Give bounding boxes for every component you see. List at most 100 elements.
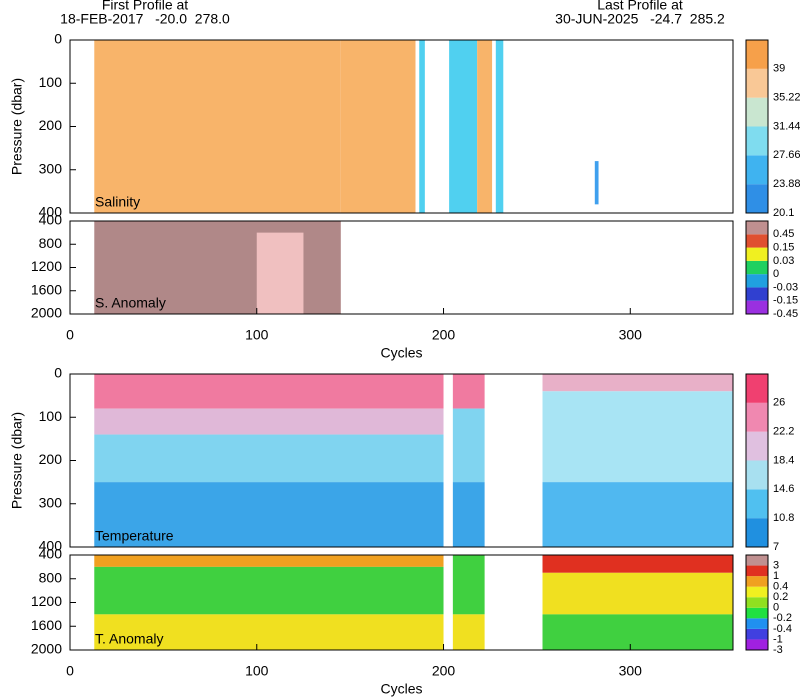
colorbar-segment xyxy=(746,126,768,156)
colorbar-label: -0.2 xyxy=(773,612,792,624)
panel-label: T. Anomaly xyxy=(95,631,163,647)
data-field xyxy=(542,555,733,573)
y-axis-label: Pressure (dbar) xyxy=(9,412,25,509)
x-tick-label: 0 xyxy=(66,663,74,679)
colorbar-label: 31.44 xyxy=(773,120,800,132)
data-field xyxy=(452,614,485,650)
colorbar-segment xyxy=(746,274,768,288)
data-field xyxy=(449,40,478,213)
colorbar-segment xyxy=(746,518,768,547)
colorbar-label: 39 xyxy=(773,63,785,75)
colorbar-label: 35.22 xyxy=(773,92,800,104)
first-label: First Profile at xyxy=(102,0,188,13)
data-field xyxy=(94,555,444,567)
colorbar-segment xyxy=(746,555,768,566)
y-tick-label: 400 xyxy=(39,204,63,220)
colorbar-segment xyxy=(746,431,768,461)
y-tick-label: 800 xyxy=(39,235,63,251)
colorbar-label: 1 xyxy=(773,570,779,582)
y-tick-label: 400 xyxy=(39,212,63,228)
y-tick-label: 300 xyxy=(39,160,63,176)
first-info: 18-FEB-2017 -20.0 278.0 xyxy=(60,11,230,27)
last-label: Last Profile at xyxy=(597,0,683,13)
x-tick-label: 100 xyxy=(245,663,269,679)
colorbar-segment xyxy=(746,607,768,619)
colorbar-segment xyxy=(746,155,768,185)
data-field xyxy=(256,232,304,314)
colorbar-frame xyxy=(745,220,769,315)
y-tick-label: 400 xyxy=(39,546,63,562)
colorbar-segment xyxy=(746,565,768,577)
colorbar-label: -0.45 xyxy=(773,308,798,320)
colorbar-segment xyxy=(746,97,768,127)
y-tick-label: 1600 xyxy=(31,617,62,633)
colorbar-segment xyxy=(746,576,768,587)
y-tick-label: 0 xyxy=(54,31,62,47)
colorbar-segment xyxy=(746,247,768,261)
colorbar-label: 22.2 xyxy=(773,426,794,438)
colorbar-label: -1 xyxy=(773,633,783,645)
colorbar-segment xyxy=(746,234,768,248)
data-field xyxy=(94,566,444,615)
colorbar-label: 0 xyxy=(773,268,779,280)
colorbar-segment xyxy=(746,68,768,98)
colorbar-label: 18.4 xyxy=(773,454,794,466)
x-tick-label: 300 xyxy=(619,663,643,679)
data-field xyxy=(94,40,341,213)
y-tick-label: 800 xyxy=(39,569,63,585)
colorbar-segment xyxy=(746,260,768,275)
x-tick-label: 100 xyxy=(245,327,269,343)
y-tick-label: 200 xyxy=(39,117,63,133)
colorbar-segment xyxy=(746,618,768,629)
colorbar-label: 14.6 xyxy=(773,483,794,495)
data-field xyxy=(542,374,733,392)
colorbar-segment xyxy=(746,597,768,608)
y-tick-label: 2000 xyxy=(31,305,62,321)
colorbar-label: -0.15 xyxy=(773,295,798,307)
data-field xyxy=(94,408,444,435)
data-field xyxy=(94,434,444,483)
colorbar-label: 0.45 xyxy=(773,228,794,240)
panel-label: Salinity xyxy=(95,194,140,210)
y-tick-label: 0 xyxy=(54,365,62,381)
y-tick-label: 100 xyxy=(39,74,63,90)
data-field xyxy=(452,482,485,547)
data-field xyxy=(94,374,444,409)
data-field xyxy=(542,572,733,615)
colorbar-label: 27.66 xyxy=(773,149,800,161)
data-field xyxy=(94,614,444,650)
data-field xyxy=(419,40,425,213)
panel-label: Temperature xyxy=(95,528,174,544)
colorbar-label: -3 xyxy=(773,644,783,656)
x-tick-label: 200 xyxy=(432,327,456,343)
data-field xyxy=(452,408,485,483)
y-tick-label: 200 xyxy=(39,451,63,467)
colorbar-segment xyxy=(746,287,768,301)
colorbar-segment xyxy=(746,221,768,235)
panel-label: S. Anomaly xyxy=(95,295,166,311)
colorbar-label: 7 xyxy=(773,541,779,553)
y-tick-label: 400 xyxy=(39,538,63,554)
y-tick-label: 1200 xyxy=(31,258,62,274)
colorbar-segment xyxy=(746,300,768,314)
y-tick-label: 1600 xyxy=(31,281,62,297)
data-field xyxy=(594,161,599,205)
colorbar-label: 10.8 xyxy=(773,512,794,524)
data-field xyxy=(94,482,444,547)
colorbar-label: 0 xyxy=(773,602,779,614)
y-tick-label: 2000 xyxy=(31,641,62,657)
colorbar-segment xyxy=(746,40,768,69)
colorbar-label: 23.88 xyxy=(773,178,800,190)
y-tick-label: 100 xyxy=(39,408,63,424)
data-field xyxy=(452,374,485,409)
colorbar-label: 0.2 xyxy=(773,591,788,603)
colorbar-frame xyxy=(745,554,769,651)
x-tick-label: 0 xyxy=(66,327,74,343)
x-axis-label: Cycles xyxy=(380,681,422,697)
colorbar-segment xyxy=(746,184,768,213)
data-field xyxy=(542,482,733,547)
x-axis-label: Cycles xyxy=(380,345,422,361)
colorbar-label: 0.03 xyxy=(773,255,794,267)
data-field xyxy=(542,614,733,650)
